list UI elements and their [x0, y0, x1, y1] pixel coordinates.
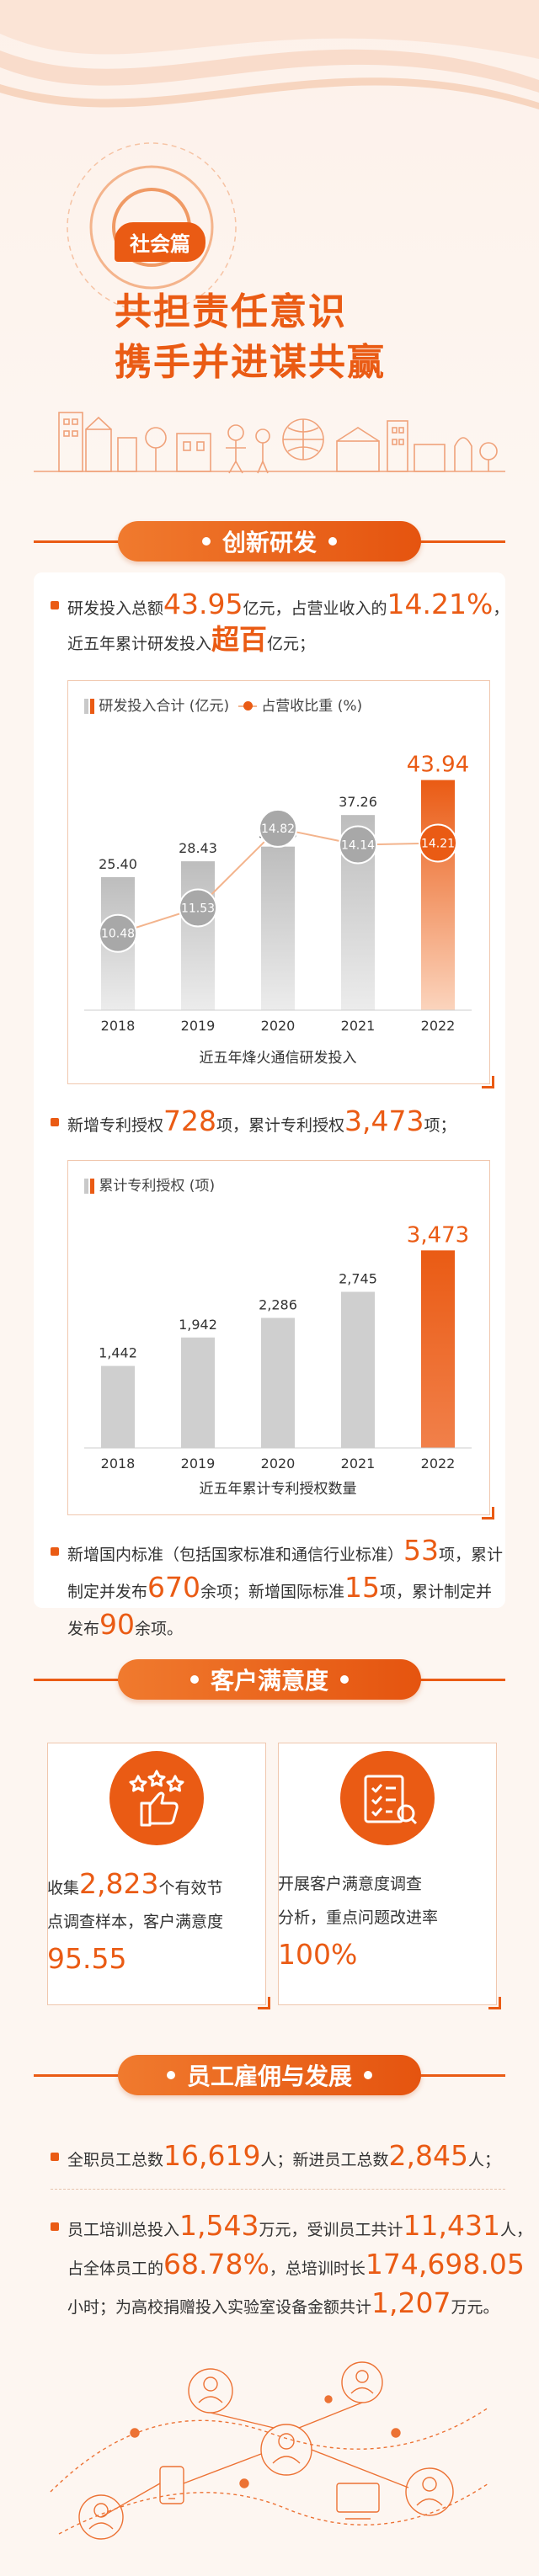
standard-line3: 发布90余项。: [67, 1608, 184, 1641]
section3-title: 员工雇佣与发展: [186, 2062, 352, 2090]
standard-line1: 新增国内标准（包括国家标准和通信行业标准）53项，累计: [67, 1534, 504, 1567]
bar-value-label-2022: 43.94: [407, 753, 469, 778]
header-dot-left: [189, 1675, 199, 1684]
satisfaction-card1-text: 收集2,823个有效节 点调查样本，客户满意度 95.55: [47, 1867, 224, 1975]
training-line3: 小时；为高校捐赠投入实验室设备金额共计1,207万元。: [67, 2286, 499, 2319]
patent-chart-caption: 近五年累计专利授权数量: [199, 1481, 357, 1498]
rd-chart: 25.40201828.43201931.23202037.26202143.9…: [84, 753, 472, 1034]
x-tick-2020: 2020: [261, 1018, 296, 1034]
training-line2: 占全体员工的68.78%，总培训时长174,698.05: [67, 2248, 525, 2281]
legend-line-swatch: [237, 701, 257, 711]
ratio-label-2018: 10.48: [101, 928, 135, 941]
thumbs-up-stars-icon: [109, 1751, 204, 1845]
ratio-label-2020: 14.82: [261, 822, 295, 836]
training-line1: 员工培训总投入1,543万元，受训员工共计11,431人，: [67, 2209, 532, 2242]
ratio-point-2022: [419, 823, 457, 863]
legend-bar-label: 研发投入合计 (亿元): [99, 698, 230, 715]
x-tick-2021: 2021: [341, 1456, 376, 1472]
people-network-illustration: [50, 2361, 489, 2540]
x-tick-2021: 2021: [341, 1018, 376, 1034]
card-corner-accent: [482, 1507, 494, 1520]
ratio-label-2019: 11.53: [181, 902, 215, 916]
hero-wave-decoration: [0, 0, 539, 109]
legend-bar-label: 累计专利授权 (项): [99, 1178, 216, 1195]
x-tick-2020: 2020: [261, 1456, 296, 1472]
header-dot-right: [328, 537, 337, 546]
section1-title: 创新研发: [221, 529, 317, 556]
section2-title: 客户满意度: [210, 1667, 328, 1695]
section-badge: 社会篇: [115, 222, 205, 262]
x-tick-2019: 2019: [181, 1456, 216, 1472]
legend-line-label: 占营收比重 (%): [261, 698, 363, 715]
checklist-icon: [340, 1751, 435, 1845]
section3-header: 员工雇佣与发展: [118, 2055, 421, 2095]
bar-2021: [341, 1291, 375, 1448]
standard-line2: 制定并发布670余项；新增国际标准15项，累计制定并: [67, 1571, 493, 1604]
bar-2018: [101, 1365, 135, 1448]
bar-2022: [421, 780, 455, 1010]
ratio-point-2018: [99, 913, 137, 953]
bar-value-label-2019: 1,942: [179, 1317, 217, 1333]
card-corner-accent: [488, 1997, 501, 2009]
bar-2019: [181, 1337, 215, 1448]
section1-header: 创新研发: [118, 521, 421, 562]
ratio-label-2021: 14.14: [341, 838, 375, 852]
bar-value-label-2020: 2,286: [259, 1297, 297, 1313]
x-tick-2022: 2022: [421, 1018, 456, 1034]
bar-value-label-2018: 1,442: [99, 1345, 137, 1361]
rd-line1: 研发投入总额43.95亿元，占营业收入的14.21%，: [67, 588, 510, 620]
bar-value-label-2022: 3,473: [407, 1222, 469, 1248]
bar-2020: [261, 1317, 295, 1448]
ratio-label-2022: 14.21: [421, 837, 455, 850]
hero-title-line1: 共担责任意识: [115, 290, 347, 333]
header-dot-right: [340, 1675, 349, 1684]
legend-bar-swatch: [84, 699, 94, 714]
bar-value-label-2019: 28.43: [179, 840, 217, 856]
bar-value-label-2021: 37.26: [339, 794, 377, 810]
x-tick-2019: 2019: [181, 1018, 216, 1034]
x-tick-2018: 2018: [101, 1018, 136, 1034]
bullet: [51, 2153, 59, 2161]
section2-header: 客户满意度: [118, 1659, 421, 1700]
bar-value-label-2021: 2,745: [339, 1271, 377, 1287]
bar-2020: [261, 846, 295, 1010]
hero-banner: 社会篇 共担责任意识 携手并进谋共赢: [0, 0, 539, 505]
bullet: [51, 2222, 59, 2231]
header-dot-left: [201, 537, 211, 546]
bullet: [51, 1118, 59, 1126]
header-dot-right: [364, 2071, 372, 2079]
bullet: [51, 601, 59, 609]
bullet: [51, 1547, 59, 1556]
card-corner-accent: [258, 1997, 270, 2009]
divider: [51, 2189, 505, 2190]
card-corner-accent: [482, 1076, 494, 1088]
legend-bar-swatch: [84, 1179, 94, 1194]
patent-chart: 1,442 2018 1,942 2019 2,286 2020 2,745 2021 3,47…: [84, 1222, 472, 1472]
patent-line: 新增专利授权728项，累计专利授权3,473项；: [67, 1104, 456, 1137]
bar-2019: [181, 861, 215, 1010]
rd-chart-legend: 研发投入合计 (亿元) 占营收比重 (%): [84, 694, 362, 715]
employee-line: 全职员工总数16,619人；新进员工总数2,845人；: [67, 2139, 500, 2172]
bar-2022: [421, 1250, 455, 1448]
ratio-point-2020: [259, 808, 297, 848]
hero-title-line2: 携手并进谋共赢: [115, 341, 386, 384]
bar-value-label-2018: 25.40: [99, 856, 137, 872]
satisfaction-card2-text: 开展客户满意度调查 分析，重点问题改进率 100%: [278, 1875, 439, 1971]
rd-line2: 近五年累计研发投入超百亿元；: [67, 623, 316, 656]
concentric-circles-decoration: [67, 142, 237, 312]
x-tick-2018: 2018: [101, 1456, 136, 1472]
city-skyline-illustration: [34, 412, 505, 474]
header-dot-left: [166, 2071, 175, 2079]
rd-chart-caption: 近五年烽火通信研发投入: [199, 1050, 357, 1067]
patent-chart-legend: 累计专利授权 (项): [84, 1174, 215, 1195]
x-tick-2022: 2022: [421, 1456, 456, 1472]
ratio-point-2019: [179, 888, 217, 928]
ratio-point-2021: [339, 825, 377, 865]
